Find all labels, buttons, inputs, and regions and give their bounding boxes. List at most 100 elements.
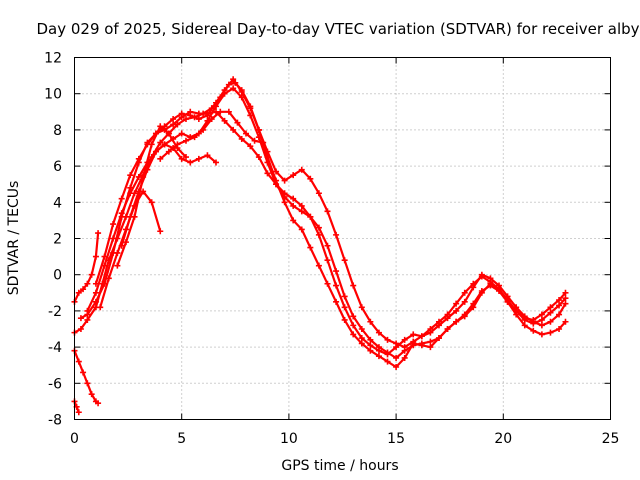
data-point-plus [333,231,340,238]
data-point-plus [375,353,382,360]
data-point-plus [562,318,569,325]
data-point-plus [255,126,262,133]
data-point-plus [157,228,164,235]
data-point-plus [315,262,322,269]
data-point-plus [562,289,569,296]
data-point-plus [562,300,569,307]
data-point-plus [101,253,108,260]
series-track [157,108,267,162]
data-point-plus [114,249,121,256]
data-point-plus [478,287,485,294]
data-point-plus [281,199,288,206]
data-point-plus [255,154,262,161]
data-point-plus [530,327,537,334]
data-point-plus [401,354,408,361]
data-point-plus [135,188,142,195]
data-point-plus [290,195,297,202]
data-point-plus [453,300,460,307]
data-point-plus [95,230,102,237]
data-point-plus [358,304,365,311]
data-point-plus [350,282,357,289]
data-point-plus [333,282,340,289]
data-point-plus [204,112,211,119]
data-point-plus [217,108,224,115]
data-point-plus [127,213,134,220]
data-point-plus [264,148,271,155]
data-point-plus [384,358,391,365]
data-point-plus [281,193,288,200]
data-point-plus [114,262,121,269]
series-track [114,123,189,269]
data-point-plus [75,409,82,416]
data-point-plus [538,316,545,323]
data-point-plus [75,358,82,365]
series-track [71,347,102,407]
data-point-plus [213,159,220,166]
data-point-plus [118,210,125,217]
data-point-plus [238,88,245,95]
data-point-plus [341,293,348,300]
data-point-plus [195,155,202,162]
data-point-plus [333,298,340,305]
data-point-plus [367,336,374,343]
data-point-plus [174,141,181,148]
data-point-plus [427,344,434,351]
data-point-plus [444,326,451,332]
data-point-plus [461,298,468,305]
data-point-plus [315,231,322,238]
data-point-plus [290,202,297,209]
data-point-plus [418,333,425,340]
series-line [79,110,567,356]
data-point-plus [187,112,194,119]
data-point-plus [547,318,554,325]
axis-ticks: 0 5 10 15 20 25 -8 -6 -4 -2 0 2 4 6 8 10 12 [44,51,619,448]
data-point-plus [273,168,280,175]
data-point-plus [350,322,357,329]
data-point-plus [84,307,91,314]
data-point-plus [290,172,297,179]
data-point-plus [165,148,172,155]
data-point-plus [393,354,400,361]
data-point-plus [170,121,177,128]
series-track [71,230,102,305]
data-point-plus [80,286,87,293]
data-point-plus [204,152,211,159]
data-point-plus [77,315,84,322]
data-point-plus [110,221,117,228]
data-point-plus [157,139,164,146]
data-point-plus [315,224,322,231]
y-tick-label: 10 [44,87,62,103]
data-point-plus [401,344,408,351]
plot-frame [74,57,611,420]
data-point-plus [538,322,545,329]
data-point-plus [182,137,189,144]
data-point-plus [243,130,250,137]
x-tick-label: 15 [387,431,405,447]
data-point-plus [208,116,215,123]
data-point-plus [521,322,528,329]
data-point-plus [358,326,365,332]
data-point-plus [393,340,400,347]
data-point-plus [324,242,331,249]
data-point-plus [247,143,254,150]
data-point-plus [170,116,177,123]
data-point-plus [367,342,374,349]
data-point-plus [88,271,95,278]
data-point-plus [122,239,129,246]
data-point-plus [350,331,357,338]
data-point-plus [92,298,99,305]
x-tick-label: 10 [280,431,298,447]
data-point-plus [281,177,288,184]
data-point-plus [324,208,331,215]
data-point-plus [435,318,442,325]
data-point-plus [427,326,434,332]
data-point-plus [521,315,528,322]
data-point-plus [538,311,545,318]
data-point-plus [152,148,159,155]
y-tick-label: 8 [53,123,62,139]
data-point-plus [157,155,164,162]
data-point-plus [367,318,374,325]
data-point-plus [315,190,322,197]
data-point-plus [84,316,91,323]
data-point-plus [401,336,408,343]
